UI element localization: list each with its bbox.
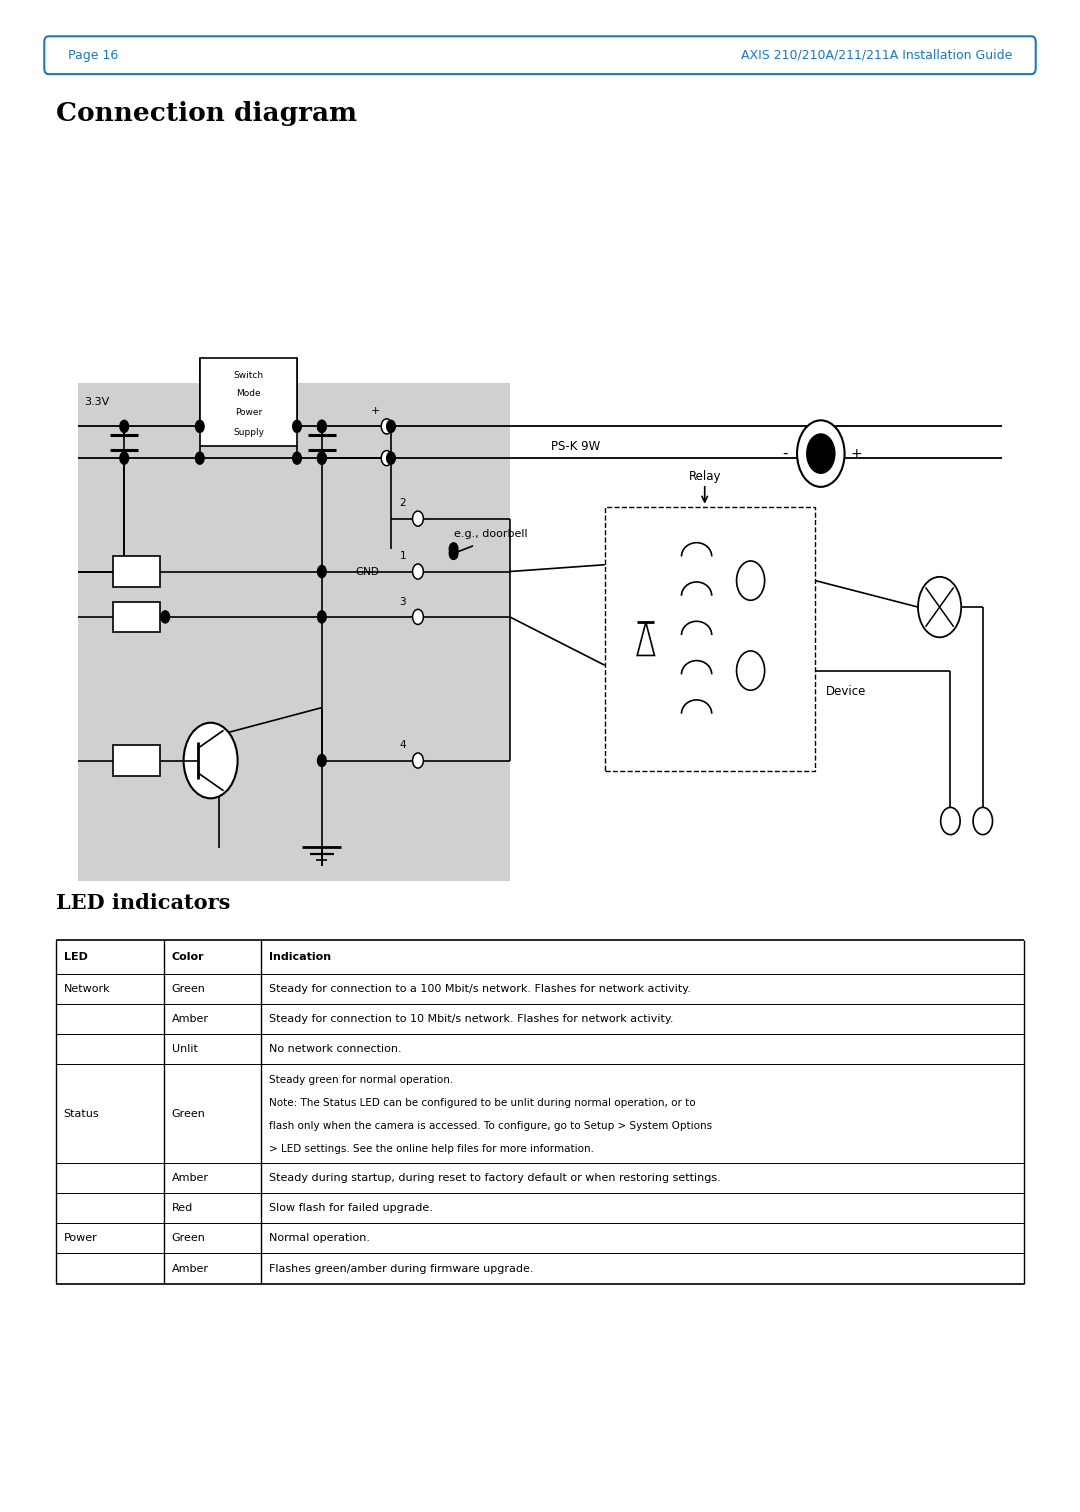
Text: Amber: Amber (172, 1264, 208, 1273)
Text: 3.3V: 3.3V (84, 398, 109, 407)
Circle shape (161, 611, 170, 623)
Circle shape (449, 543, 458, 555)
Text: Green: Green (172, 1234, 205, 1243)
Circle shape (120, 420, 129, 432)
Bar (113, 602, 160, 632)
Bar (605, 507, 815, 771)
Circle shape (318, 420, 326, 432)
Text: Amber: Amber (172, 1015, 208, 1024)
Text: GND: GND (355, 567, 379, 576)
Circle shape (413, 753, 423, 768)
Text: Supply: Supply (233, 428, 264, 437)
Circle shape (449, 547, 458, 559)
Text: Status: Status (64, 1108, 99, 1119)
Circle shape (387, 452, 395, 464)
Text: Note: The Status LED can be configured to be unlit during normal operation, or t: Note: The Status LED can be configured t… (269, 1098, 696, 1108)
Text: Steady for connection to 10 Mbit/s network. Flashes for network activity.: Steady for connection to 10 Mbit/s netwo… (269, 1015, 674, 1024)
Text: Red: Red (172, 1204, 193, 1213)
Text: LED indicators: LED indicators (56, 892, 230, 913)
Text: e.g., doorbell: e.g., doorbell (454, 529, 527, 538)
Bar (78, 383, 510, 881)
Circle shape (318, 452, 326, 464)
Circle shape (737, 652, 765, 689)
Circle shape (318, 611, 326, 623)
Circle shape (941, 807, 960, 835)
Circle shape (318, 452, 326, 464)
Bar (113, 556, 160, 587)
Text: Indication: Indication (269, 953, 332, 962)
Polygon shape (637, 623, 654, 656)
Text: Slow flash for failed upgrade.: Slow flash for failed upgrade. (269, 1204, 433, 1213)
Circle shape (318, 565, 326, 578)
Text: No network connection.: No network connection. (269, 1045, 402, 1054)
Text: Switch: Switch (233, 372, 264, 381)
Circle shape (413, 511, 423, 526)
Circle shape (293, 420, 301, 432)
Text: +: + (851, 446, 862, 461)
Text: Unlit: Unlit (172, 1045, 198, 1054)
Text: -: - (782, 446, 788, 461)
Circle shape (413, 564, 423, 579)
Text: Flashes green/amber during firmware upgrade.: Flashes green/amber during firmware upgr… (269, 1264, 534, 1273)
Circle shape (184, 723, 238, 798)
Text: Mode: Mode (237, 389, 260, 398)
Bar (200, 358, 297, 446)
Text: Steady for connection to a 100 Mbit/s network. Flashes for network activity.: Steady for connection to a 100 Mbit/s ne… (269, 984, 691, 993)
Circle shape (797, 420, 845, 487)
Circle shape (381, 451, 392, 466)
Text: 1: 1 (400, 552, 406, 561)
Circle shape (195, 452, 204, 464)
Circle shape (413, 609, 423, 624)
Circle shape (918, 578, 961, 638)
Circle shape (120, 452, 129, 464)
Text: Connection diagram: Connection diagram (56, 101, 357, 125)
Circle shape (293, 452, 301, 464)
Bar (113, 745, 160, 776)
Text: 2: 2 (400, 499, 406, 508)
Text: 3: 3 (400, 597, 406, 606)
Circle shape (387, 420, 395, 432)
Text: LED: LED (64, 953, 87, 962)
Text: flash only when the camera is accessed. To configure, go to Setup > System Optio: flash only when the camera is accessed. … (269, 1120, 712, 1131)
FancyBboxPatch shape (44, 36, 1036, 74)
Text: +: + (372, 407, 380, 416)
Circle shape (195, 420, 204, 432)
Text: 4: 4 (400, 741, 406, 750)
Text: Network: Network (64, 984, 110, 993)
Circle shape (318, 420, 326, 432)
Text: Steady green for normal operation.: Steady green for normal operation. (269, 1075, 454, 1086)
Text: Steady during startup, during reset to factory default or when restoring setting: Steady during startup, during reset to f… (269, 1173, 720, 1182)
Circle shape (737, 561, 765, 600)
Circle shape (381, 419, 392, 434)
Text: Page 16: Page 16 (68, 48, 119, 62)
Text: AXIS 210/210A/211/211A Installation Guide: AXIS 210/210A/211/211A Installation Guid… (741, 48, 1012, 62)
Circle shape (807, 434, 835, 473)
Text: Amber: Amber (172, 1173, 208, 1182)
Text: Green: Green (172, 984, 205, 993)
Text: Power: Power (64, 1234, 97, 1243)
Text: Power: Power (234, 408, 262, 417)
Text: Relay: Relay (688, 470, 721, 482)
Text: Device: Device (826, 685, 866, 699)
Text: > LED settings. See the online help files for more information.: > LED settings. See the online help file… (269, 1143, 594, 1154)
Circle shape (318, 754, 326, 767)
Text: PS-K 9W: PS-K 9W (551, 440, 600, 452)
Circle shape (973, 807, 993, 835)
Text: Green: Green (172, 1108, 205, 1119)
Text: Color: Color (172, 953, 204, 962)
Text: Normal operation.: Normal operation. (269, 1234, 370, 1243)
